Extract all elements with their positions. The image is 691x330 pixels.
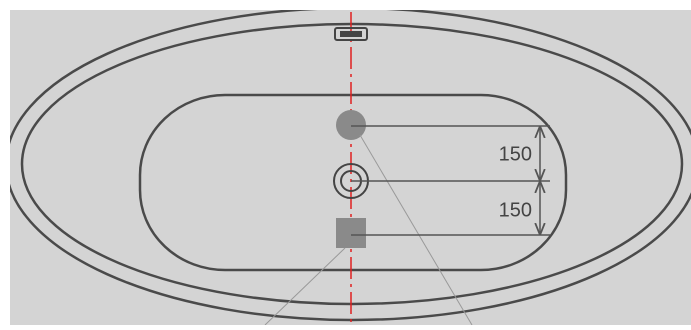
dimension-label: 150 [499,199,532,221]
waste-block [336,218,366,248]
basin [138,93,568,272]
outer-rim [10,10,691,322]
inner-rim [20,22,684,306]
leader-line [359,134,473,325]
tap-hole [336,110,366,140]
overflow [334,27,368,41]
leader-line [264,247,346,325]
overflow-slot [340,31,362,37]
dimension-label: 150 [499,143,532,165]
